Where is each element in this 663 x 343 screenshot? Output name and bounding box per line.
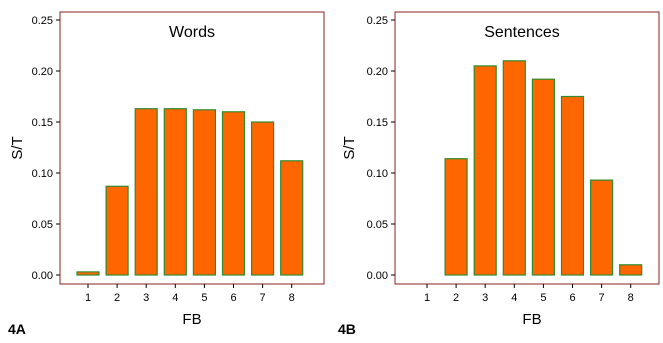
bar-fb-8 xyxy=(619,264,643,276)
x-ticks: 1 2 3 4 5 6 7 8 xyxy=(85,284,295,304)
x-tick-label: 7 xyxy=(260,292,266,304)
x-tick-label: 4 xyxy=(511,292,517,304)
panel-label: 4B xyxy=(338,321,356,337)
chart-title: Sentences xyxy=(484,24,560,41)
bar-fb-5 xyxy=(192,109,216,276)
y-tick-label: 0.15 xyxy=(367,117,388,129)
bar-fb-4 xyxy=(502,60,526,276)
bar-fb-2 xyxy=(105,185,129,276)
x-tick-label: 5 xyxy=(540,292,546,304)
x-axis-label: FB xyxy=(182,311,201,328)
y-tick-label: 0.15 xyxy=(32,117,53,129)
y-tick-label: 0.05 xyxy=(32,219,53,231)
panel-label: 4A xyxy=(8,321,26,337)
y-tick-label: 0.05 xyxy=(367,219,388,231)
x-tick-label: 5 xyxy=(201,292,207,304)
x-tick-label: 6 xyxy=(569,292,575,304)
y-tick-label: 0.00 xyxy=(32,270,53,282)
bar-fb-5 xyxy=(531,78,556,276)
y-tick-label: 0.20 xyxy=(32,66,53,78)
x-axis-label: FB xyxy=(522,311,541,328)
x-tick-label: 2 xyxy=(114,292,120,304)
y-ticks: 0.00 0.05 0.10 0.15 0.20 0.25 xyxy=(367,15,395,282)
y-tick-label: 0.20 xyxy=(367,66,388,78)
y-tick-label: 0.00 xyxy=(367,270,388,282)
x-tick-label: 4 xyxy=(172,292,178,304)
bar-fb-3 xyxy=(473,65,497,276)
x-tick-label: 7 xyxy=(599,292,605,304)
x-tick-label: 3 xyxy=(482,292,488,304)
bar-fb-6 xyxy=(221,111,246,276)
bar-fb-3 xyxy=(134,108,158,276)
chart-title: Words xyxy=(169,24,215,41)
x-tick-label: 8 xyxy=(289,292,295,304)
y-tick-label: 0.10 xyxy=(367,168,388,180)
y-axis-label: S/T xyxy=(341,136,358,159)
y-tick-label: 0.10 xyxy=(32,168,53,180)
bar-fb-6 xyxy=(560,95,585,276)
x-tick-label: 2 xyxy=(453,292,459,304)
bar-fb-4 xyxy=(163,108,187,276)
bar-fb-2 xyxy=(444,158,468,276)
bar-fb-1 xyxy=(76,271,100,276)
bars xyxy=(76,108,304,276)
chart-panel-sentences: 0.00 0.05 0.10 0.15 0.20 0.25 1 2 3 4 5 6 7 8 Senten… xyxy=(338,11,660,337)
bar-fb-8 xyxy=(280,160,304,276)
plot-frame xyxy=(394,11,660,285)
plot-frame xyxy=(59,11,325,285)
y-tick-label: 0.25 xyxy=(367,15,388,27)
y-tick-label: 0.25 xyxy=(32,15,53,27)
x-tick-label: 6 xyxy=(230,292,236,304)
x-tick-label: 8 xyxy=(628,292,634,304)
bars xyxy=(444,60,643,276)
bar-fb-7 xyxy=(589,179,614,276)
bar-fb-7 xyxy=(251,121,275,276)
y-axis-label: S/T xyxy=(9,136,26,159)
x-tick-label: 1 xyxy=(85,292,91,304)
x-ticks: 1 2 3 4 5 6 7 8 xyxy=(424,284,634,304)
x-tick-label: 1 xyxy=(424,292,430,304)
x-tick-label: 3 xyxy=(143,292,149,304)
y-ticks: 0.00 0.05 0.10 0.15 0.20 0.25 xyxy=(32,15,60,282)
